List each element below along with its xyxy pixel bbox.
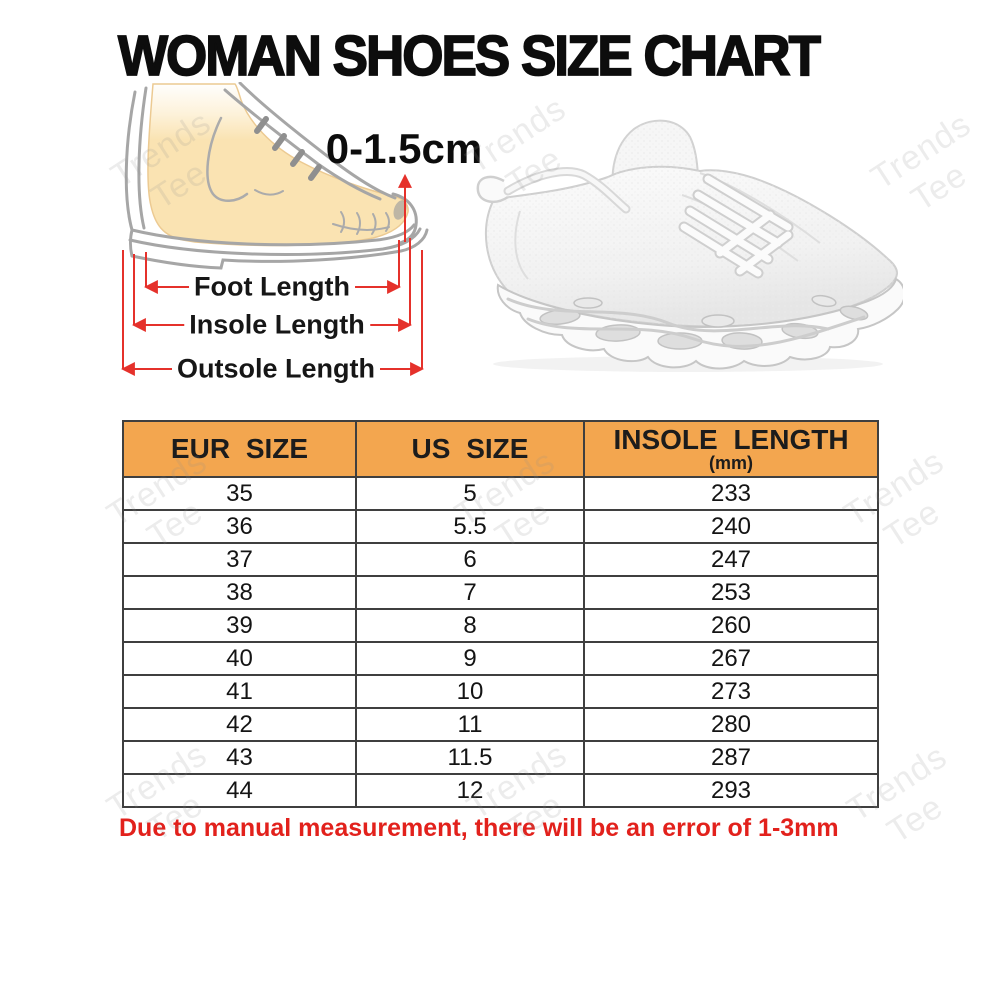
page-title: WOMAN SHOES SIZE CHART (117, 24, 822, 88)
insole-length-label: Insole Length (184, 311, 370, 339)
table-row: 44 12 293 (122, 773, 879, 808)
laces (678, 173, 794, 279)
sneaker-photo (476, 119, 903, 372)
measurement-error-note: Due to manual measurement, there will be… (119, 814, 839, 842)
table-row: 42 11 280 (122, 707, 879, 742)
table-row: 43 11.5 287 (122, 740, 879, 775)
foot-measure-diagram (120, 82, 429, 376)
table-row: 41 10 273 (122, 674, 879, 709)
table-row: 39 8 260 (122, 608, 879, 643)
table-row: 38 7 253 (122, 575, 879, 610)
heel-pull-tab (476, 175, 509, 204)
foot-length-label: Foot Length (189, 273, 355, 301)
table-header-row: EUR SIZE US SIZE INSOLE LENGTH (mm) (122, 420, 879, 478)
sneaker-sole (496, 277, 903, 370)
table-row: 35 5 233 (122, 476, 879, 511)
header-insole-length: INSOLE LENGTH (mm) (583, 420, 879, 478)
table-row: 36 5.5 240 (122, 509, 879, 544)
header-us-size: US SIZE (355, 420, 585, 478)
table-row: 40 9 267 (122, 641, 879, 676)
toe-offset-label: 0-1.5cm (325, 125, 483, 172)
size-table: EUR SIZE US SIZE INSOLE LENGTH (mm) 35 5 23… (122, 420, 879, 808)
outsole-length-label: Outsole Length (172, 355, 380, 383)
table-row: 37 6 247 (122, 542, 879, 577)
shoe-outline (124, 82, 429, 270)
header-eur-size: EUR SIZE (122, 420, 357, 478)
